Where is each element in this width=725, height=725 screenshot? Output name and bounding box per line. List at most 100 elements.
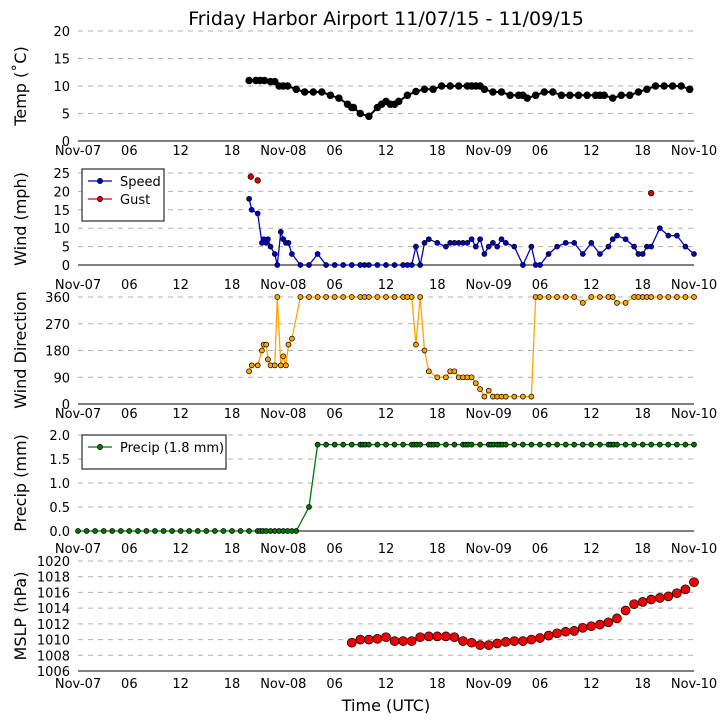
legend-marker xyxy=(97,178,103,184)
data-point xyxy=(691,251,697,257)
x-tick-label: 12 xyxy=(378,407,395,422)
data-point xyxy=(246,528,252,534)
x-tick-label: 18 xyxy=(634,144,651,159)
x-tick-label: 18 xyxy=(429,407,446,422)
data-point xyxy=(306,504,312,510)
data-point xyxy=(554,441,560,448)
x-tick-label: 06 xyxy=(326,677,343,692)
data-point xyxy=(443,374,449,381)
data-point xyxy=(383,262,389,268)
y-tick-label: 1018 xyxy=(37,571,70,586)
data-point xyxy=(545,294,552,300)
x-tick-label: Nov-10 xyxy=(671,677,717,692)
data-point xyxy=(562,240,569,246)
y-tick-label: 10 xyxy=(53,222,70,237)
data-point xyxy=(283,362,289,369)
data-point xyxy=(289,335,295,342)
data-point xyxy=(331,262,338,268)
data-point xyxy=(271,362,278,369)
data-point xyxy=(374,262,381,268)
y-tick-label: 1010 xyxy=(37,634,70,649)
data-point xyxy=(408,294,415,300)
data-point xyxy=(588,294,595,300)
data-point xyxy=(682,243,689,250)
data-point xyxy=(383,441,389,448)
data-point xyxy=(280,353,287,360)
data-point xyxy=(389,636,400,646)
x-tick-label: Nov-08 xyxy=(260,677,306,692)
y-tick-label: 0.0 xyxy=(49,525,70,540)
data-point xyxy=(600,91,608,100)
data-point xyxy=(346,637,357,648)
x-tick-label: 12 xyxy=(378,144,395,159)
x-tick-label: 12 xyxy=(583,407,600,422)
x-tick-label: Nov-07 xyxy=(55,144,101,159)
data-point xyxy=(300,88,309,96)
data-point xyxy=(408,262,415,268)
x-tick-label: Nov-08 xyxy=(260,144,306,159)
x-tick-label: 18 xyxy=(224,542,241,557)
x-tick-label: Nov-07 xyxy=(55,677,101,692)
data-point xyxy=(365,112,373,121)
data-point xyxy=(643,85,651,94)
data-point xyxy=(612,613,622,624)
data-point xyxy=(477,236,483,243)
x-tick-label: Nov-10 xyxy=(671,407,717,422)
data-point xyxy=(511,441,518,448)
data-point xyxy=(254,210,261,217)
y-tick-label: 90 xyxy=(53,371,70,386)
data-point xyxy=(468,236,475,243)
x-tick-label: Nov-09 xyxy=(466,677,512,692)
data-point xyxy=(648,294,655,300)
data-point xyxy=(412,87,420,96)
data-point xyxy=(583,91,591,100)
data-point xyxy=(656,294,663,300)
panel-temp: 0 5 10 15 20 Nov-07 06 12 18 Nov-08 06 12 18 Nov-09 06… xyxy=(11,25,717,159)
data-point xyxy=(520,262,526,268)
data-point xyxy=(537,294,543,300)
data-point xyxy=(248,362,255,369)
data-point xyxy=(540,88,549,96)
x-tick-label: 18 xyxy=(634,542,651,557)
data-point xyxy=(609,236,616,243)
data-point xyxy=(651,82,660,90)
data-point xyxy=(434,240,441,246)
data-point xyxy=(75,528,81,534)
data-point xyxy=(340,262,347,268)
data-point xyxy=(520,441,526,448)
data-point xyxy=(528,243,535,250)
data-point xyxy=(545,251,552,257)
data-point xyxy=(292,85,300,94)
x-tick-label: 12 xyxy=(172,144,189,159)
data-point xyxy=(614,300,620,306)
data-point xyxy=(682,441,689,448)
data-point xyxy=(446,82,454,90)
data-point xyxy=(259,347,265,354)
data-point xyxy=(400,441,406,448)
data-point xyxy=(654,593,665,603)
data-point xyxy=(417,262,424,268)
x-tick-label: 06 xyxy=(532,278,549,293)
data-point xyxy=(391,294,398,300)
data-point xyxy=(685,85,694,94)
data-point xyxy=(297,294,304,300)
y-tick-label: 1.0 xyxy=(49,477,70,492)
data-point xyxy=(634,88,643,96)
data-point xyxy=(323,441,329,448)
legend-label: Speed xyxy=(120,175,161,190)
data-point xyxy=(237,528,244,534)
data-point xyxy=(246,368,252,375)
data-point xyxy=(348,294,355,300)
y-tick-label: 180 xyxy=(45,345,70,360)
data-point xyxy=(489,88,497,96)
data-point xyxy=(631,441,637,448)
x-tick-label: 12 xyxy=(172,542,189,557)
data-point xyxy=(485,387,492,394)
data-point xyxy=(417,294,424,300)
y-axis-label: Temp (˚C) xyxy=(11,46,30,126)
data-point xyxy=(674,294,680,300)
data-point xyxy=(434,441,441,448)
data-point xyxy=(554,243,560,250)
x-tick-label: 18 xyxy=(634,677,651,692)
data-point xyxy=(265,356,271,363)
